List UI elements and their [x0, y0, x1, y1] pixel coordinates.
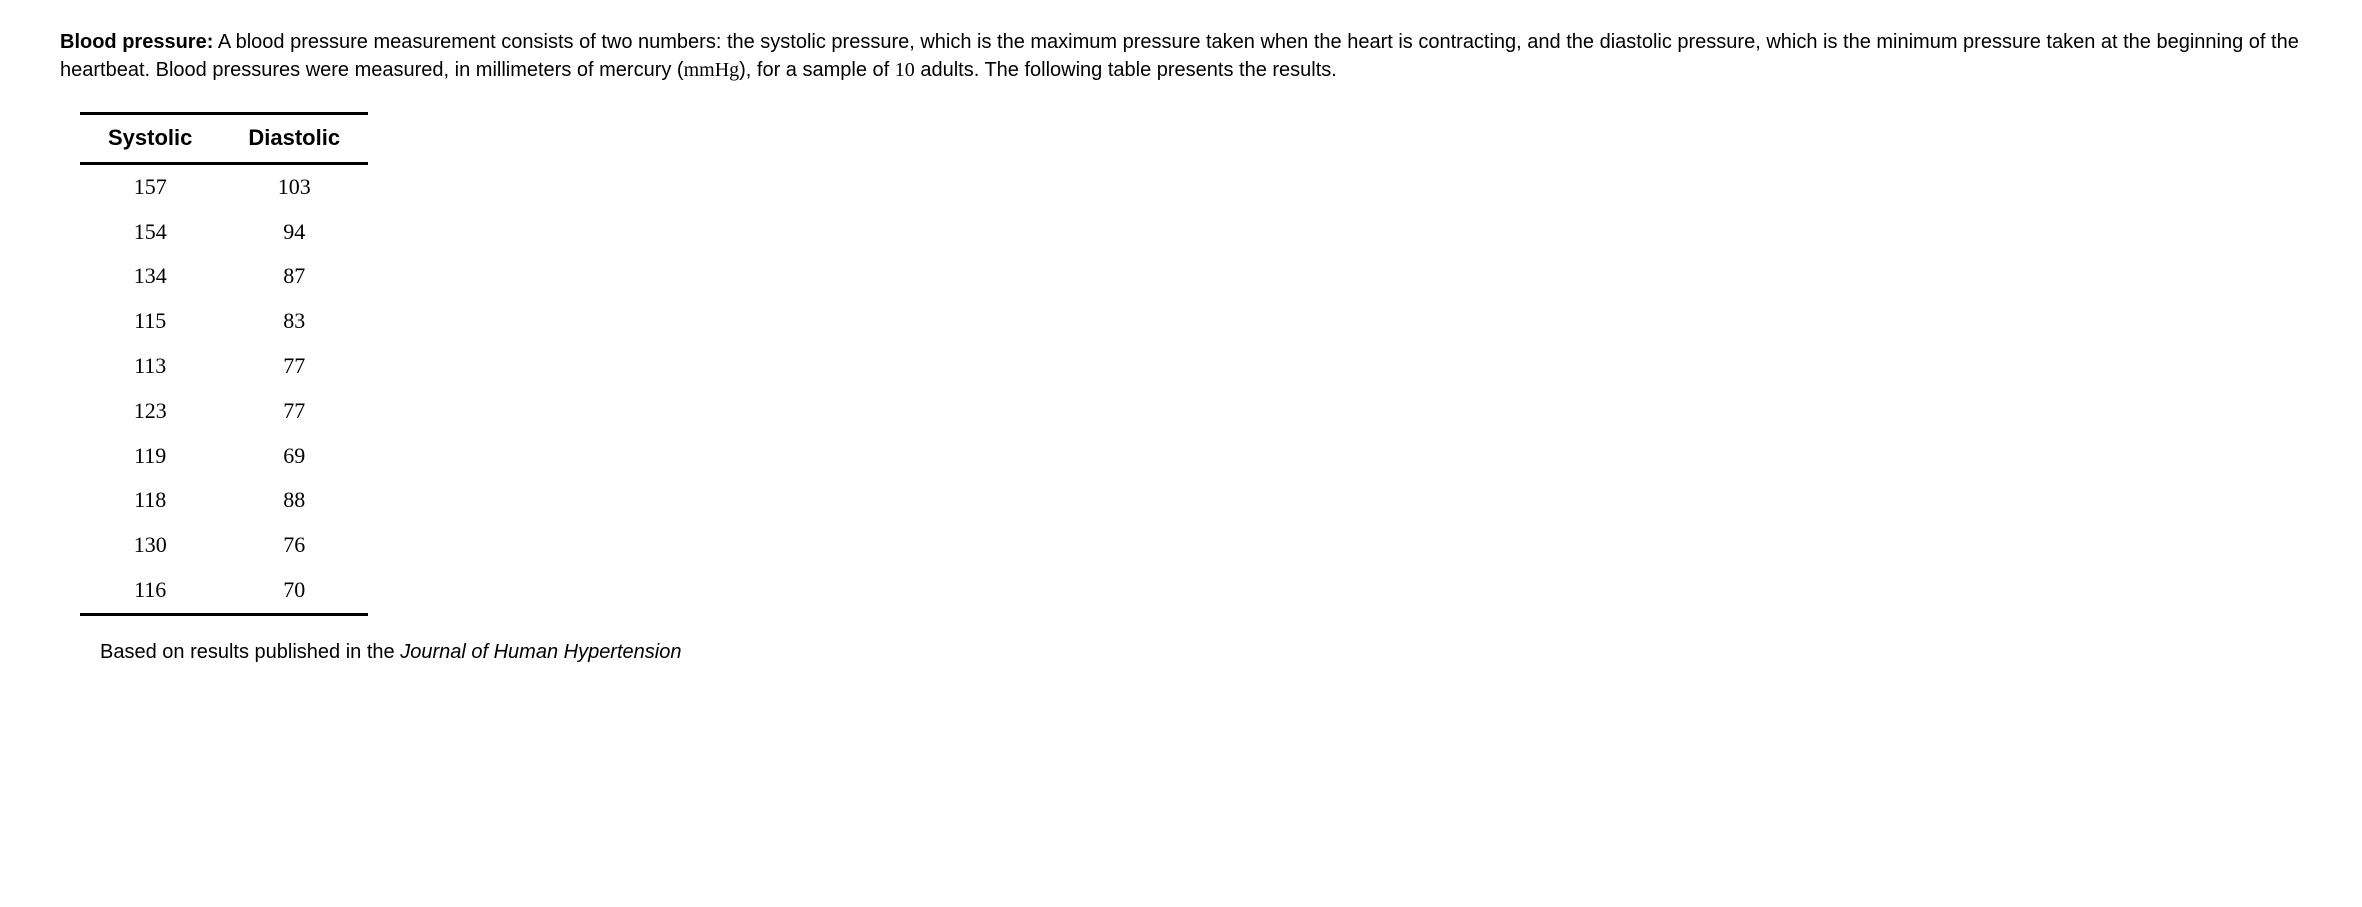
table-body: 157103 15494 13487 11583 11377 12377 119…	[80, 163, 368, 614]
cell-diastolic: 69	[220, 434, 368, 479]
cell-diastolic: 83	[220, 299, 368, 344]
citation-prefix: Based on results published in the	[100, 641, 400, 663]
cell-diastolic: 70	[220, 568, 368, 614]
cell-diastolic: 87	[220, 254, 368, 299]
table-row: 13487	[80, 254, 368, 299]
col-header-diastolic: Diastolic	[220, 114, 368, 164]
citation: Based on results published in the Journa…	[100, 638, 2302, 666]
table-row: 11377	[80, 344, 368, 389]
cell-systolic: 113	[80, 344, 220, 389]
cell-diastolic: 103	[220, 163, 368, 209]
cell-systolic: 130	[80, 523, 220, 568]
sample-size: 10	[895, 59, 915, 81]
question-prompt: Blood pressure: A blood pressure measure…	[60, 28, 2300, 84]
cell-systolic: 119	[80, 434, 220, 479]
cell-diastolic: 88	[220, 478, 368, 523]
table-row: 11670	[80, 568, 368, 614]
cell-systolic: 154	[80, 210, 220, 255]
table-row: 12377	[80, 389, 368, 434]
prompt-lead: Blood pressure:	[60, 31, 213, 53]
table-row: 11969	[80, 434, 368, 479]
citation-journal: Journal of Human Hypertension	[400, 641, 681, 663]
cell-systolic: 116	[80, 568, 220, 614]
table-row: 15494	[80, 210, 368, 255]
cell-diastolic: 77	[220, 389, 368, 434]
cell-diastolic: 76	[220, 523, 368, 568]
cell-systolic: 134	[80, 254, 220, 299]
table-header-row: Systolic Diastolic	[80, 114, 368, 164]
cell-diastolic: 77	[220, 344, 368, 389]
table-row: 157103	[80, 163, 368, 209]
prompt-body-3: adults. The following table presents the…	[915, 59, 1337, 81]
blood-pressure-table: Systolic Diastolic 157103 15494 13487 11…	[80, 112, 368, 616]
data-table-container: Systolic Diastolic 157103 15494 13487 11…	[80, 112, 2302, 666]
prompt-body-2: ), for a sample of	[739, 59, 895, 81]
cell-diastolic: 94	[220, 210, 368, 255]
cell-systolic: 118	[80, 478, 220, 523]
unit-mmhg: mmHg	[684, 59, 740, 81]
table-row: 11888	[80, 478, 368, 523]
col-header-systolic: Systolic	[80, 114, 220, 164]
cell-systolic: 157	[80, 163, 220, 209]
table-row: 13076	[80, 523, 368, 568]
table-row: 11583	[80, 299, 368, 344]
cell-systolic: 115	[80, 299, 220, 344]
cell-systolic: 123	[80, 389, 220, 434]
